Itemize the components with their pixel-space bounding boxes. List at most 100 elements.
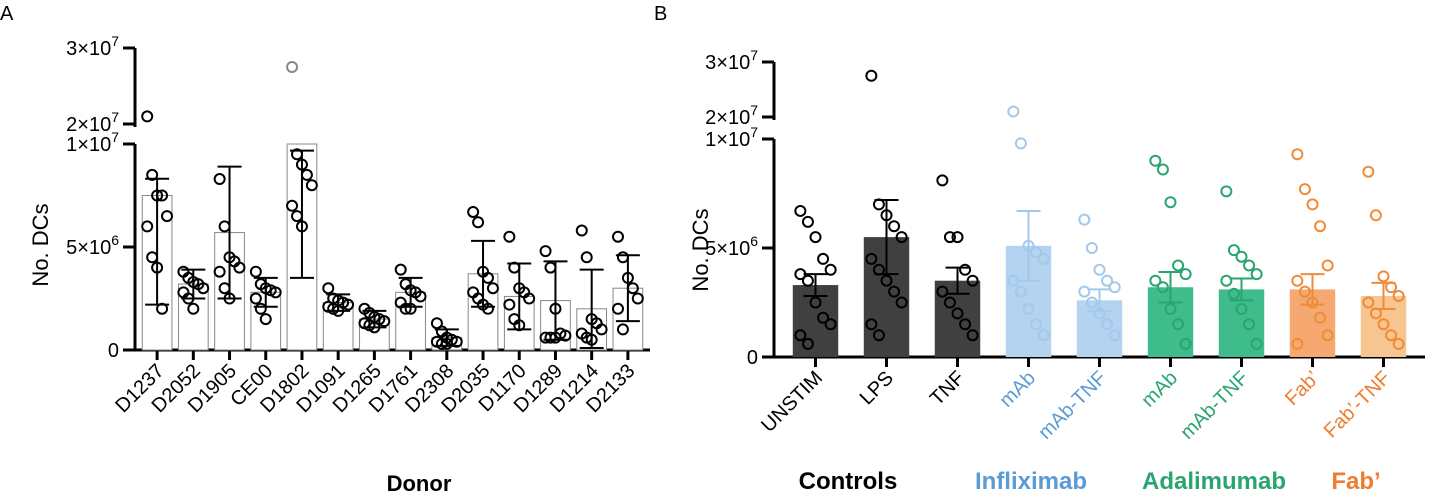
x-tick-label-TNF: TNF bbox=[926, 367, 969, 410]
panel-a-ylabel: No. DCs bbox=[28, 203, 53, 286]
data-point bbox=[595, 323, 608, 336]
data-point bbox=[616, 251, 629, 264]
data-point bbox=[1093, 263, 1106, 276]
data-point bbox=[295, 158, 308, 171]
data-point bbox=[794, 204, 807, 217]
data-point bbox=[1179, 268, 1192, 281]
data-point bbox=[936, 285, 949, 298]
y-tick-label: 5×106 bbox=[705, 233, 758, 260]
data-point bbox=[1164, 196, 1177, 209]
data-point bbox=[332, 304, 345, 317]
data-point bbox=[1220, 185, 1233, 198]
data-point bbox=[801, 215, 814, 228]
x-tick-label-mAb-TNF: mAb-TNF bbox=[1176, 367, 1253, 444]
group-label-fab: Fab’ bbox=[1331, 468, 1380, 495]
data-point bbox=[259, 313, 272, 326]
data-point bbox=[213, 265, 226, 278]
data-point bbox=[286, 61, 299, 73]
data-point bbox=[513, 319, 526, 332]
data-point bbox=[1321, 329, 1334, 342]
x-tick-label-LPS: LPS bbox=[856, 367, 898, 409]
data-point bbox=[631, 292, 644, 305]
data-point bbox=[1037, 329, 1050, 342]
data-point bbox=[213, 173, 226, 186]
data-point bbox=[291, 148, 304, 161]
x-tick-label-mAb: mAb bbox=[995, 367, 1040, 412]
data-point bbox=[865, 252, 878, 265]
data-point bbox=[182, 292, 195, 305]
data-point bbox=[1085, 242, 1098, 254]
data-point bbox=[1321, 259, 1334, 272]
data-point bbox=[817, 252, 830, 265]
data-point bbox=[1030, 246, 1043, 259]
data-point bbox=[1030, 318, 1043, 331]
data-point bbox=[300, 168, 313, 181]
data-point bbox=[1093, 307, 1106, 320]
data-point bbox=[1377, 318, 1390, 331]
x-tick-label-mAb: mAb bbox=[1137, 367, 1182, 412]
group-label-infliximab: Infliximab bbox=[975, 468, 1087, 495]
data-point bbox=[611, 302, 624, 315]
data-point bbox=[161, 210, 174, 223]
data-point bbox=[1149, 274, 1162, 287]
data-point bbox=[378, 315, 391, 328]
data-point bbox=[1220, 274, 1233, 287]
data-point bbox=[1314, 220, 1327, 233]
data-point bbox=[1085, 296, 1098, 309]
data-point bbox=[1172, 318, 1185, 331]
data-point bbox=[616, 323, 629, 336]
x-tick-label-Fab’-TNF: Fab’-TNF bbox=[1320, 367, 1395, 442]
y-tick-label: 2×107 bbox=[66, 109, 119, 136]
data-point bbox=[1392, 337, 1405, 350]
data-point bbox=[895, 296, 908, 309]
data-point bbox=[580, 251, 593, 264]
data-point bbox=[872, 198, 885, 211]
data-point bbox=[585, 333, 598, 346]
data-point bbox=[943, 231, 956, 244]
data-point bbox=[249, 265, 262, 278]
data-point bbox=[1243, 318, 1256, 331]
data-point bbox=[943, 296, 956, 309]
data-point bbox=[1369, 307, 1382, 320]
data-point bbox=[824, 318, 837, 331]
x-tick-label-UNSTIM: UNSTIM bbox=[757, 367, 827, 437]
panel-a-bars bbox=[141, 61, 644, 351]
data-point bbox=[959, 318, 972, 331]
data-point bbox=[254, 302, 267, 315]
data-point bbox=[611, 230, 624, 243]
data-point bbox=[1250, 337, 1263, 350]
data-point bbox=[1078, 285, 1091, 298]
data-point bbox=[1078, 213, 1091, 226]
data-point bbox=[1037, 252, 1050, 265]
data-point bbox=[141, 110, 154, 123]
data-point bbox=[151, 189, 164, 202]
data-point bbox=[322, 282, 335, 295]
data-point bbox=[895, 231, 908, 244]
data-point bbox=[269, 286, 282, 299]
y-tick-label: 3×107 bbox=[66, 33, 119, 60]
data-point bbox=[435, 337, 448, 350]
data-point bbox=[966, 329, 979, 342]
data-point bbox=[1156, 281, 1169, 294]
data-point bbox=[872, 263, 885, 276]
panel-a-xlabel: Donor bbox=[387, 471, 452, 495]
data-point bbox=[1291, 148, 1304, 161]
data-point bbox=[305, 179, 318, 192]
data-point bbox=[936, 174, 949, 187]
data-point bbox=[1385, 329, 1398, 342]
data-point bbox=[626, 282, 639, 295]
data-point bbox=[1179, 337, 1192, 350]
y-tick-label: 3×107 bbox=[705, 47, 758, 74]
data-point bbox=[951, 231, 964, 244]
data-point bbox=[549, 302, 562, 315]
data-point bbox=[880, 209, 893, 222]
data-point bbox=[1235, 303, 1248, 316]
data-point bbox=[486, 282, 499, 295]
data-point bbox=[880, 274, 893, 287]
x-tick-label-mAb-TNF: mAb-TNF bbox=[1034, 367, 1111, 444]
data-point bbox=[503, 298, 516, 311]
data-point bbox=[966, 274, 979, 287]
data-point bbox=[404, 302, 417, 315]
